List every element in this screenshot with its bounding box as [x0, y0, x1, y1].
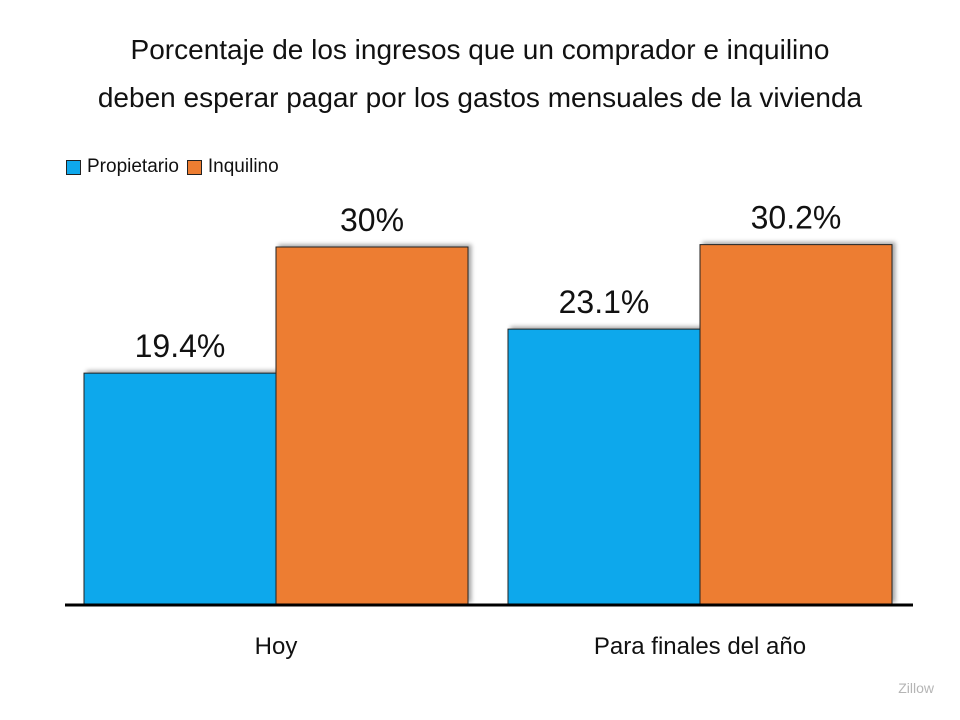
legend-item-inquilino: Inquilino	[186, 156, 279, 178]
bar-inquilino-1	[699, 244, 893, 605]
legend: Propietario Inquilino	[66, 156, 287, 178]
legend-label-inquilino: Inquilino	[207, 156, 279, 177]
bar-propietario-0	[83, 372, 277, 605]
legend-swatch-inquilino	[186, 159, 202, 175]
source-label: Zillow	[898, 680, 934, 696]
category-label: Hoy	[255, 633, 298, 660]
data-label: 23.1%	[559, 284, 650, 320]
bar-propietario-1	[507, 328, 701, 605]
data-label: 19.4%	[135, 328, 226, 364]
data-label: 30%	[340, 202, 404, 238]
legend-swatch-propietario	[66, 159, 81, 175]
legend-label-propietario: Propietario	[87, 156, 179, 177]
chart-title-line-2: deben esperar pagar por los gastos mensu…	[97, 82, 863, 113]
legend-item-propietario: Propietario	[66, 156, 179, 178]
category-label: Para finales del año	[594, 633, 806, 660]
chart-title-line-1: Porcentaje de los ingresos que un compra…	[130, 34, 830, 65]
data-label: 30.2%	[751, 200, 842, 236]
bar-inquilino-0	[275, 246, 469, 605]
